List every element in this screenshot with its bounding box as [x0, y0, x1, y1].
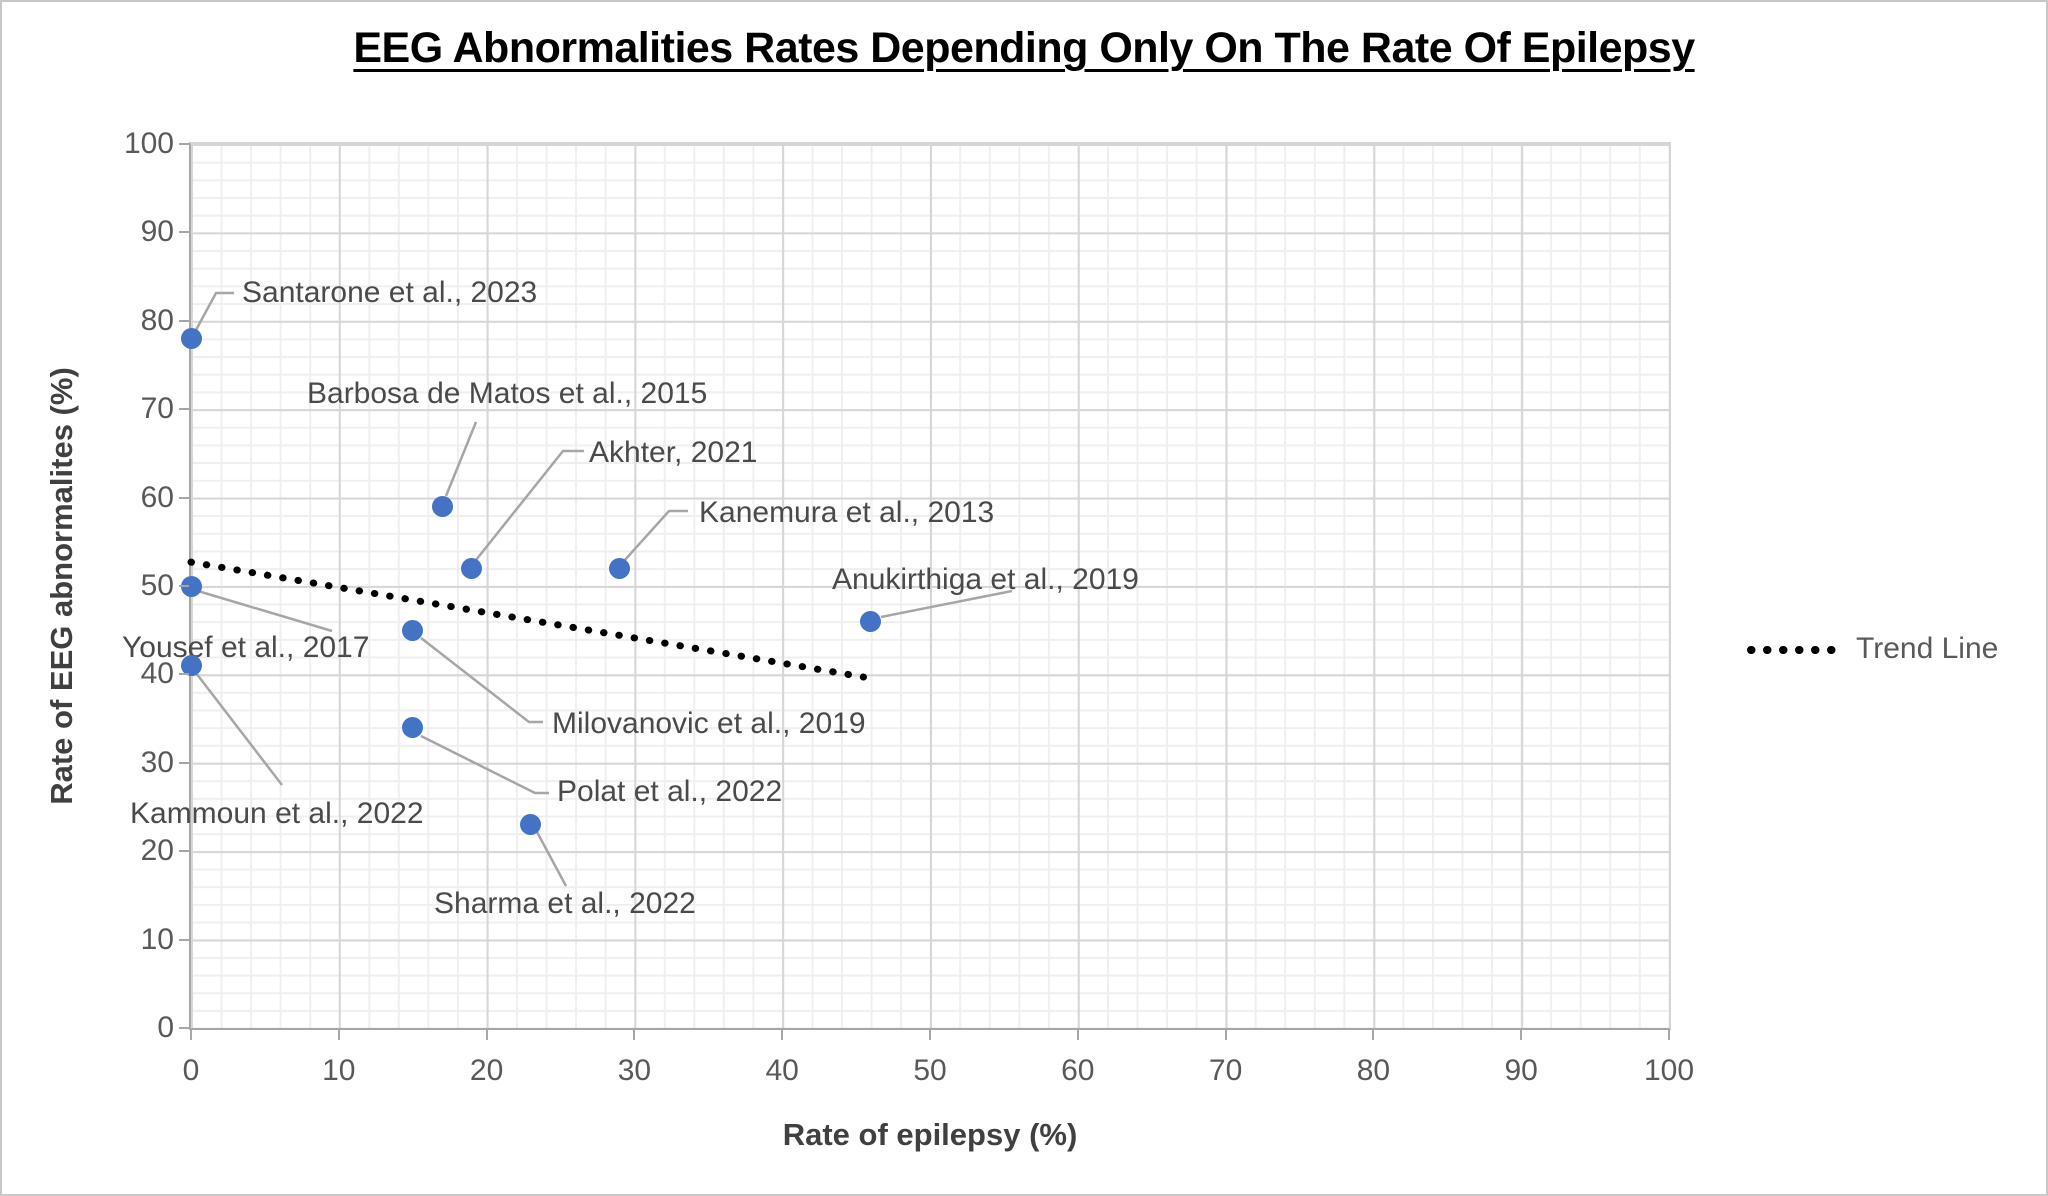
x-tick-label: 10: [322, 1054, 356, 1087]
x-tick-label: 70: [1208, 1054, 1243, 1087]
y-tick-label: 80: [140, 303, 174, 337]
y-tick-label: 60: [140, 480, 174, 514]
y-tick-label: 100: [123, 127, 174, 160]
y-tick-mark: [179, 319, 189, 322]
data-point-label: Yousef et al., 2017: [122, 631, 370, 664]
x-tick-mark: [337, 1030, 340, 1040]
y-tick-label: 70: [140, 392, 174, 426]
data-point-label: Polat et al., 2022: [557, 775, 783, 808]
data-point-label: Milovanovic et al., 2019: [552, 707, 866, 740]
x-tick-label: 40: [765, 1054, 799, 1087]
leader-line: [623, 509, 688, 562]
y-tick-mark: [179, 938, 189, 941]
leader-line: [195, 672, 283, 786]
chart-title: EEG Abnormalities Rates Depending Only O…: [353, 24, 1695, 72]
leader-line: [420, 734, 549, 795]
x-tick-label: 100: [1643, 1054, 1695, 1087]
data-point: [609, 557, 631, 579]
data-point: [860, 610, 882, 632]
leader-line: [420, 637, 543, 724]
data-point-label: Akhter, 2021: [589, 436, 758, 469]
data-point: [180, 655, 202, 677]
y-axis-title: Rate of EEG abnormalites (%): [44, 367, 79, 805]
x-tick-mark: [633, 1030, 636, 1040]
leader-line: [535, 831, 568, 887]
x-tick-mark: [929, 1030, 931, 1040]
legend: Trend Line: [1746, 632, 1998, 666]
data-point-label: Kammoun et al., 2022: [130, 797, 424, 830]
x-axis-title: Rate of epilepsy (%): [782, 1117, 1078, 1152]
leader-line: [444, 421, 478, 497]
data-point: [180, 575, 202, 597]
y-tick-label: 40: [140, 657, 174, 691]
x-tick-label: 20: [469, 1054, 504, 1087]
y-tick-label: 0: [157, 1011, 174, 1044]
data-point-label: Sharma et al., 2022: [434, 887, 696, 920]
x-tick-mark: [1520, 1030, 1523, 1040]
x-tick-label: 80: [1356, 1054, 1391, 1087]
y-tick-label: 30: [140, 745, 174, 779]
legend-label: Trend Line: [1856, 632, 1999, 665]
y-tick-mark: [179, 496, 189, 499]
x-tick-mark: [190, 1030, 192, 1040]
x-tick-mark: [781, 1030, 784, 1040]
y-tick-mark: [179, 761, 189, 764]
y-tick-label: 50: [140, 569, 174, 602]
leader-line: [194, 291, 234, 331]
plot-area: Santarone et al., 2023 Barbosa de Matos e…: [122, 142, 1671, 1030]
annotations-layer: [187, 291, 1013, 887]
y-tick-mark: [179, 1027, 189, 1029]
y-tick-mark: [179, 585, 189, 587]
trend-line: [187, 558, 867, 681]
x-tick-mark: [1224, 1030, 1227, 1040]
x-tick-label: 0: [182, 1054, 200, 1087]
data-point: [180, 327, 202, 349]
data-point: [520, 814, 542, 836]
y-tick-mark: [179, 408, 189, 411]
y-tick-mark: [179, 673, 189, 676]
y-tick-label: 90: [140, 215, 174, 249]
x-tick-label: 60: [1061, 1054, 1095, 1087]
data-point: [402, 716, 424, 738]
leader-line: [197, 589, 333, 633]
leader-line: [475, 449, 584, 561]
y-tick-mark: [179, 850, 189, 853]
data-point-label: Kanemura et al., 2013: [699, 496, 995, 529]
x-tick-label: 90: [1504, 1054, 1538, 1087]
y-tick-label: 20: [140, 834, 174, 868]
x-tick-mark: [485, 1030, 488, 1040]
y-tick-label: 10: [140, 922, 174, 956]
x-tick-mark: [1076, 1030, 1079, 1040]
leader-line: [880, 589, 1013, 619]
data-point-label: Santarone et al., 2023: [242, 276, 538, 309]
x-tick-label: 50: [913, 1054, 947, 1087]
data-point-label: Barbosa de Matos et al., 2015: [307, 377, 708, 410]
y-tick-mark: [179, 143, 189, 145]
data-point: [402, 619, 424, 641]
data-point: [431, 495, 453, 517]
x-tick-label: 30: [617, 1054, 652, 1087]
trend-line-legend-marker-icon: [1747, 646, 1837, 654]
data-point-label: Anukirthiga et al., 2019: [832, 563, 1139, 596]
x-tick-mark: [1372, 1030, 1375, 1040]
y-tick-mark: [179, 231, 189, 234]
data-point: [461, 557, 483, 579]
x-tick-mark: [1668, 1030, 1670, 1040]
